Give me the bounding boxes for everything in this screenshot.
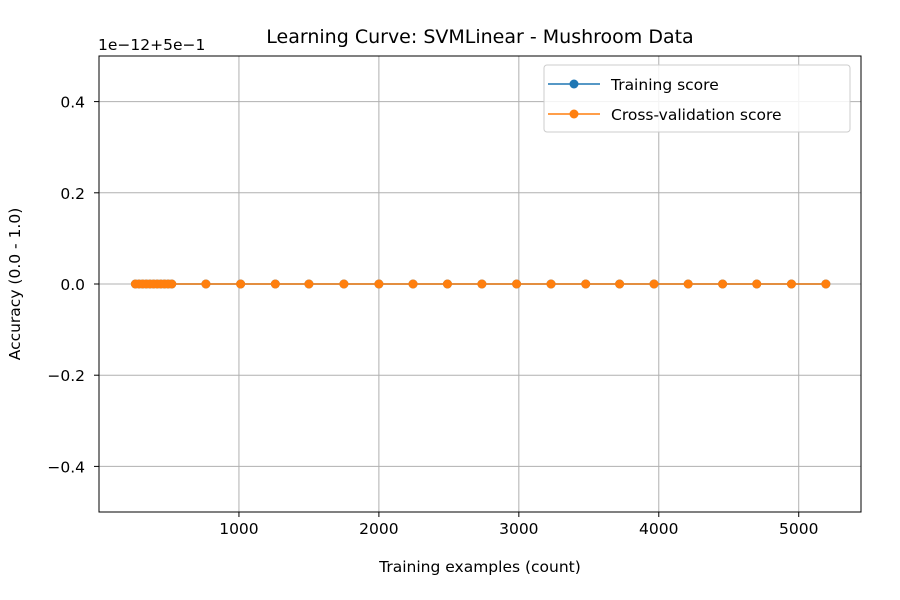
data-point-cross-validation-score [339, 279, 349, 289]
y-axis-label: Accuracy (0.0 - 1.0) [6, 208, 24, 361]
y-tick-label: 0.4 [60, 94, 85, 112]
y-tick-label: 0.0 [60, 276, 85, 294]
data-point-cross-validation-score [649, 279, 659, 289]
data-point-cross-validation-score [167, 279, 177, 289]
legend-marker-training [569, 79, 579, 89]
legend-marker-cross-validation [569, 109, 579, 119]
data-point-cross-validation-score [786, 279, 796, 289]
data-point-cross-validation-score [718, 279, 728, 289]
chart-title: Learning Curve: SVMLinear - Mushroom Dat… [266, 26, 693, 48]
data-point-cross-validation-score [304, 279, 314, 289]
data-point-cross-validation-score [512, 279, 522, 289]
axis-ticks: 1000 2000 3000 4000 5000 −0.4 −0.2 0.0 0.2 0.4 [47, 94, 818, 538]
data-point-cross-validation-score [201, 279, 211, 289]
data-point-cross-validation-score [821, 279, 831, 289]
data-point-cross-validation-score [581, 279, 591, 289]
x-tick-label: 2000 [359, 520, 398, 538]
x-tick-label: 5000 [779, 520, 818, 538]
y-tick-label: 0.2 [60, 185, 85, 203]
data-point-cross-validation-score [546, 279, 556, 289]
y-tick-label: −0.2 [47, 367, 85, 385]
data-point-cross-validation-score [683, 279, 693, 289]
data-point-cross-validation-score [236, 279, 246, 289]
x-tick-label: 4000 [639, 520, 678, 538]
data-point-cross-validation-score [752, 279, 762, 289]
data-point-cross-validation-score [270, 279, 280, 289]
data-point-cross-validation-score [442, 279, 452, 289]
legend: Training score Cross-validation score [543, 64, 851, 133]
legend-label-training: Training score [610, 76, 719, 94]
y-tick-label: −0.4 [47, 458, 85, 476]
x-axis-label: Training examples (count) [378, 558, 581, 576]
data-point-cross-validation-score [615, 279, 625, 289]
series-cross-validation-score [130, 279, 831, 289]
data-point-cross-validation-score [374, 279, 384, 289]
legend-label-cross-validation: Cross-validation score [611, 106, 782, 124]
x-tick-label: 3000 [499, 520, 538, 538]
series-layer [130, 279, 831, 289]
data-point-cross-validation-score [408, 279, 418, 289]
y-offset-text: 1e−12+5e−1 [98, 36, 205, 54]
legend-box [543, 64, 851, 133]
data-point-cross-validation-score [477, 279, 487, 289]
x-tick-label: 1000 [219, 520, 258, 538]
